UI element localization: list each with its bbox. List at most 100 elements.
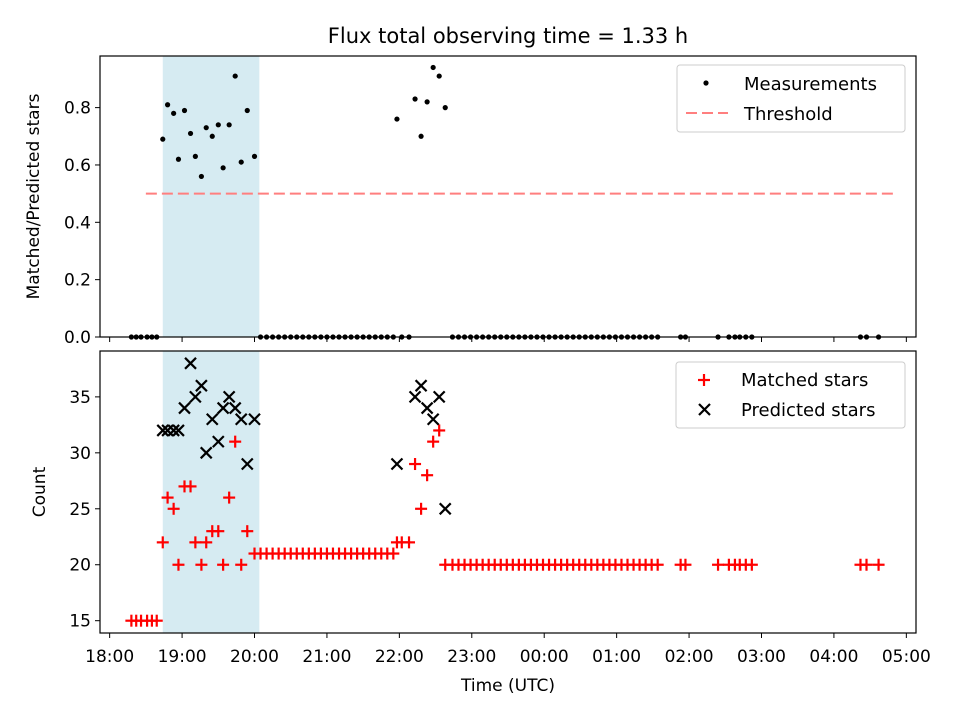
data-point-predicted [390,457,404,471]
y-tick-label: 20 [69,556,91,576]
y-tick-label: 0.8 [64,99,91,119]
data-point-predicted [184,357,197,370]
data-point [203,125,209,131]
y-axis-label: Count [30,466,50,517]
data-point-matched [184,480,197,493]
data-point-matched [860,558,873,571]
y-tick-label: 25 [69,500,91,520]
data-point-predicted [240,457,254,471]
x-tick-label: 01:00 [592,647,641,667]
data-point-predicted [438,502,452,516]
data-point-matched [195,558,208,571]
data-point-predicted [426,412,440,426]
x-tick-label: 23:00 [447,647,496,667]
x-axis-label: Time (UTC) [460,676,555,696]
y-axis-ticks: 15 20 25 30 35 [69,388,100,632]
data-point-matched [433,424,446,437]
data-point [424,99,430,105]
data-point-predicted [156,424,170,437]
x-tick-label: 19:00 [158,647,207,667]
data-point-predicted [420,401,434,415]
data-point-matched [167,502,180,515]
y-tick-label: 15 [69,612,91,632]
data-point [436,73,442,79]
count-panel: 15 20 25 30 35 18:00 19:00 20:00 21:00 22:00 23:0… [30,350,931,696]
data-point-predicted [172,424,185,437]
data-point-matched [745,558,758,571]
highlight-band [162,351,260,633]
legend-label-matched: Matched stars [741,370,868,391]
ratio-panel: Flux total observing time = 1.33 h 0.0 0.… [24,24,917,348]
data-point-predicted [205,412,219,426]
data-point-predicted [189,390,202,404]
data-point [418,133,424,139]
data-point [220,165,226,171]
data-point-predicted [432,390,446,404]
data-point [192,153,198,159]
legend-label-threshold: Threshold [743,104,833,125]
data-point-matched [189,536,202,549]
x-tick-label: 04:00 [809,647,858,667]
data-point [209,133,215,139]
data-point [244,107,250,114]
data-point [198,173,204,180]
x-tick-label: 02:00 [665,647,714,667]
legend-marker-measurements [703,80,709,86]
data-point-predicted [216,401,230,415]
data-point-predicted [178,401,191,415]
legend-marker-matched [698,374,710,386]
data-point-predicted [234,412,248,426]
legend-label-measurements: Measurements [744,74,877,95]
data-point [160,136,166,142]
y-tick-label: 0.4 [64,213,91,233]
data-point [238,159,244,165]
data-point-predicted [199,446,213,460]
data-point-predicted [212,435,225,448]
x-tick-label: 05:00 [882,647,931,667]
data-point-predicted [414,379,428,392]
data-point [175,156,182,162]
x-tick-label: 21:00 [302,647,351,667]
y-tick-label: 0.0 [64,328,91,348]
data-point [232,73,238,79]
data-point-predicted [222,390,236,404]
x-tick-label: 03:00 [737,647,786,667]
data-point [251,153,258,159]
data-point [164,102,171,108]
data-point [181,107,188,114]
data-point [430,64,436,71]
data-point-matched [387,547,400,560]
data-point-matched [651,558,664,571]
legend: Matched stars Predicted stars [675,361,906,429]
data-point-matched [872,558,885,571]
data-point-matched [415,502,428,515]
data-point-matched [172,558,185,571]
data-point-predicted [408,390,422,404]
data-point [442,105,448,111]
y-tick-label: 30 [69,444,91,464]
y-axis-label: Matched/Predicted stars [24,93,44,299]
data-point-matched [403,536,416,549]
count-points [125,357,885,627]
chart-title: Flux total observing time = 1.33 h [328,24,688,48]
x-tick-label: 20:00 [230,647,279,667]
y-axis-ticks: 0.0 0.2 0.4 0.6 0.8 [64,99,100,348]
legend-marker-predicted [698,403,711,416]
data-point-matched [409,458,422,471]
x-tick-label: 18:00 [85,647,134,667]
data-point-predicted [195,379,208,392]
data-point-matched [161,491,174,504]
data-point-matched [156,536,169,549]
data-point-matched [421,469,434,482]
axes-frame [99,350,917,634]
data-point [215,122,221,128]
data-point-matched [229,435,242,448]
data-point-predicted [248,412,261,426]
data-point-matched [223,491,236,504]
x-axis-ticks [109,337,907,342]
y-tick-label: 0.6 [64,156,91,176]
legend-box [676,64,906,133]
data-point-matched [679,558,692,571]
data-point-predicted [228,401,242,415]
x-tick-label: 00:00 [520,647,569,667]
